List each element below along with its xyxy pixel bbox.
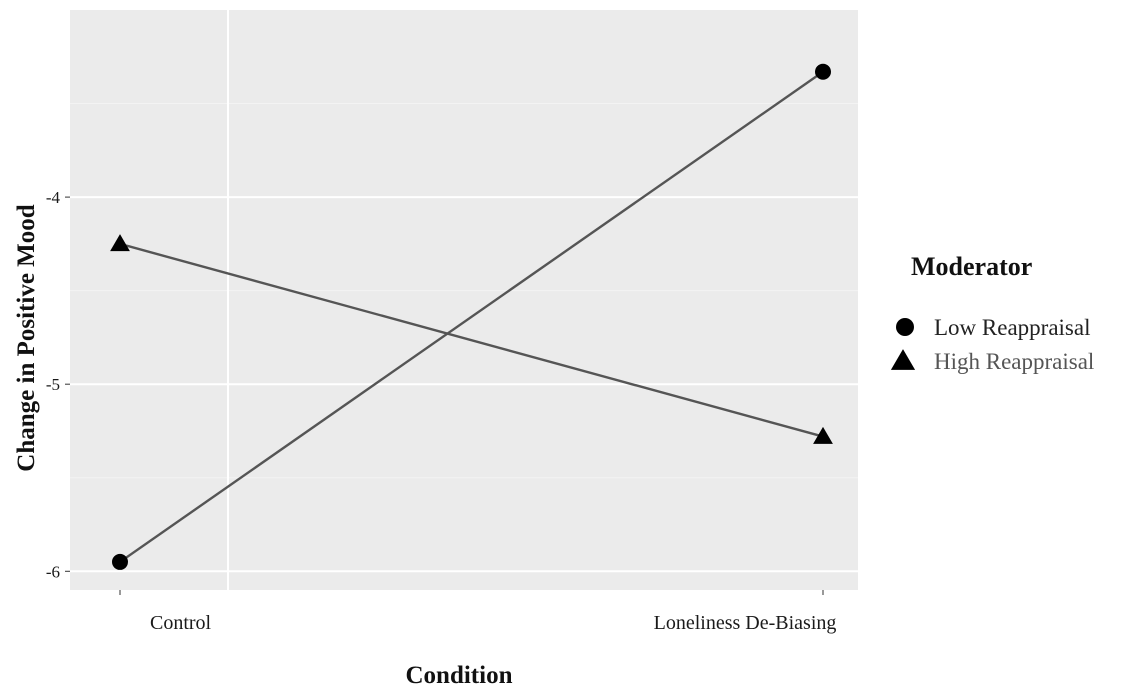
series-lines bbox=[119, 70, 824, 563]
legend-title: Moderator bbox=[911, 252, 1032, 281]
legend-label-high-reappraisal: High Reappraisal bbox=[934, 349, 1094, 374]
series-line-low-reappraisal bbox=[119, 70, 824, 563]
series-points bbox=[110, 63, 833, 570]
point-low-reappraisal bbox=[815, 63, 831, 80]
legend-label-low-reappraisal: Low Reappraisal bbox=[934, 315, 1090, 340]
legend: Moderator Low Reappraisal High Reapprais… bbox=[890, 252, 1094, 374]
x-tick-label: Control bbox=[150, 612, 212, 634]
point-high-reappraisal bbox=[813, 426, 833, 444]
y-axis-ticks: -4 -5 -6 bbox=[46, 188, 70, 581]
grid-major bbox=[70, 10, 858, 590]
grid-minor bbox=[70, 103, 858, 479]
y-tick-label: -5 bbox=[46, 375, 60, 394]
plot-panel bbox=[70, 10, 858, 590]
point-low-reappraisal bbox=[112, 553, 128, 570]
x-axis-title: Condition bbox=[406, 662, 513, 688]
x-tick-label: Loneliness De-Biasing bbox=[654, 612, 837, 634]
y-tick-label: -4 bbox=[46, 188, 61, 207]
legend-key-high-reappraisal bbox=[890, 349, 916, 370]
legend-key-low-reappraisal bbox=[896, 318, 914, 336]
x-axis-ticks: Control Loneliness De-Biasing bbox=[119, 590, 837, 634]
series-line-high-reappraisal bbox=[119, 242, 824, 438]
y-tick-label: -6 bbox=[46, 562, 60, 581]
y-axis-title: Change in Positive Mood bbox=[13, 204, 40, 471]
point-high-reappraisal bbox=[110, 234, 130, 252]
